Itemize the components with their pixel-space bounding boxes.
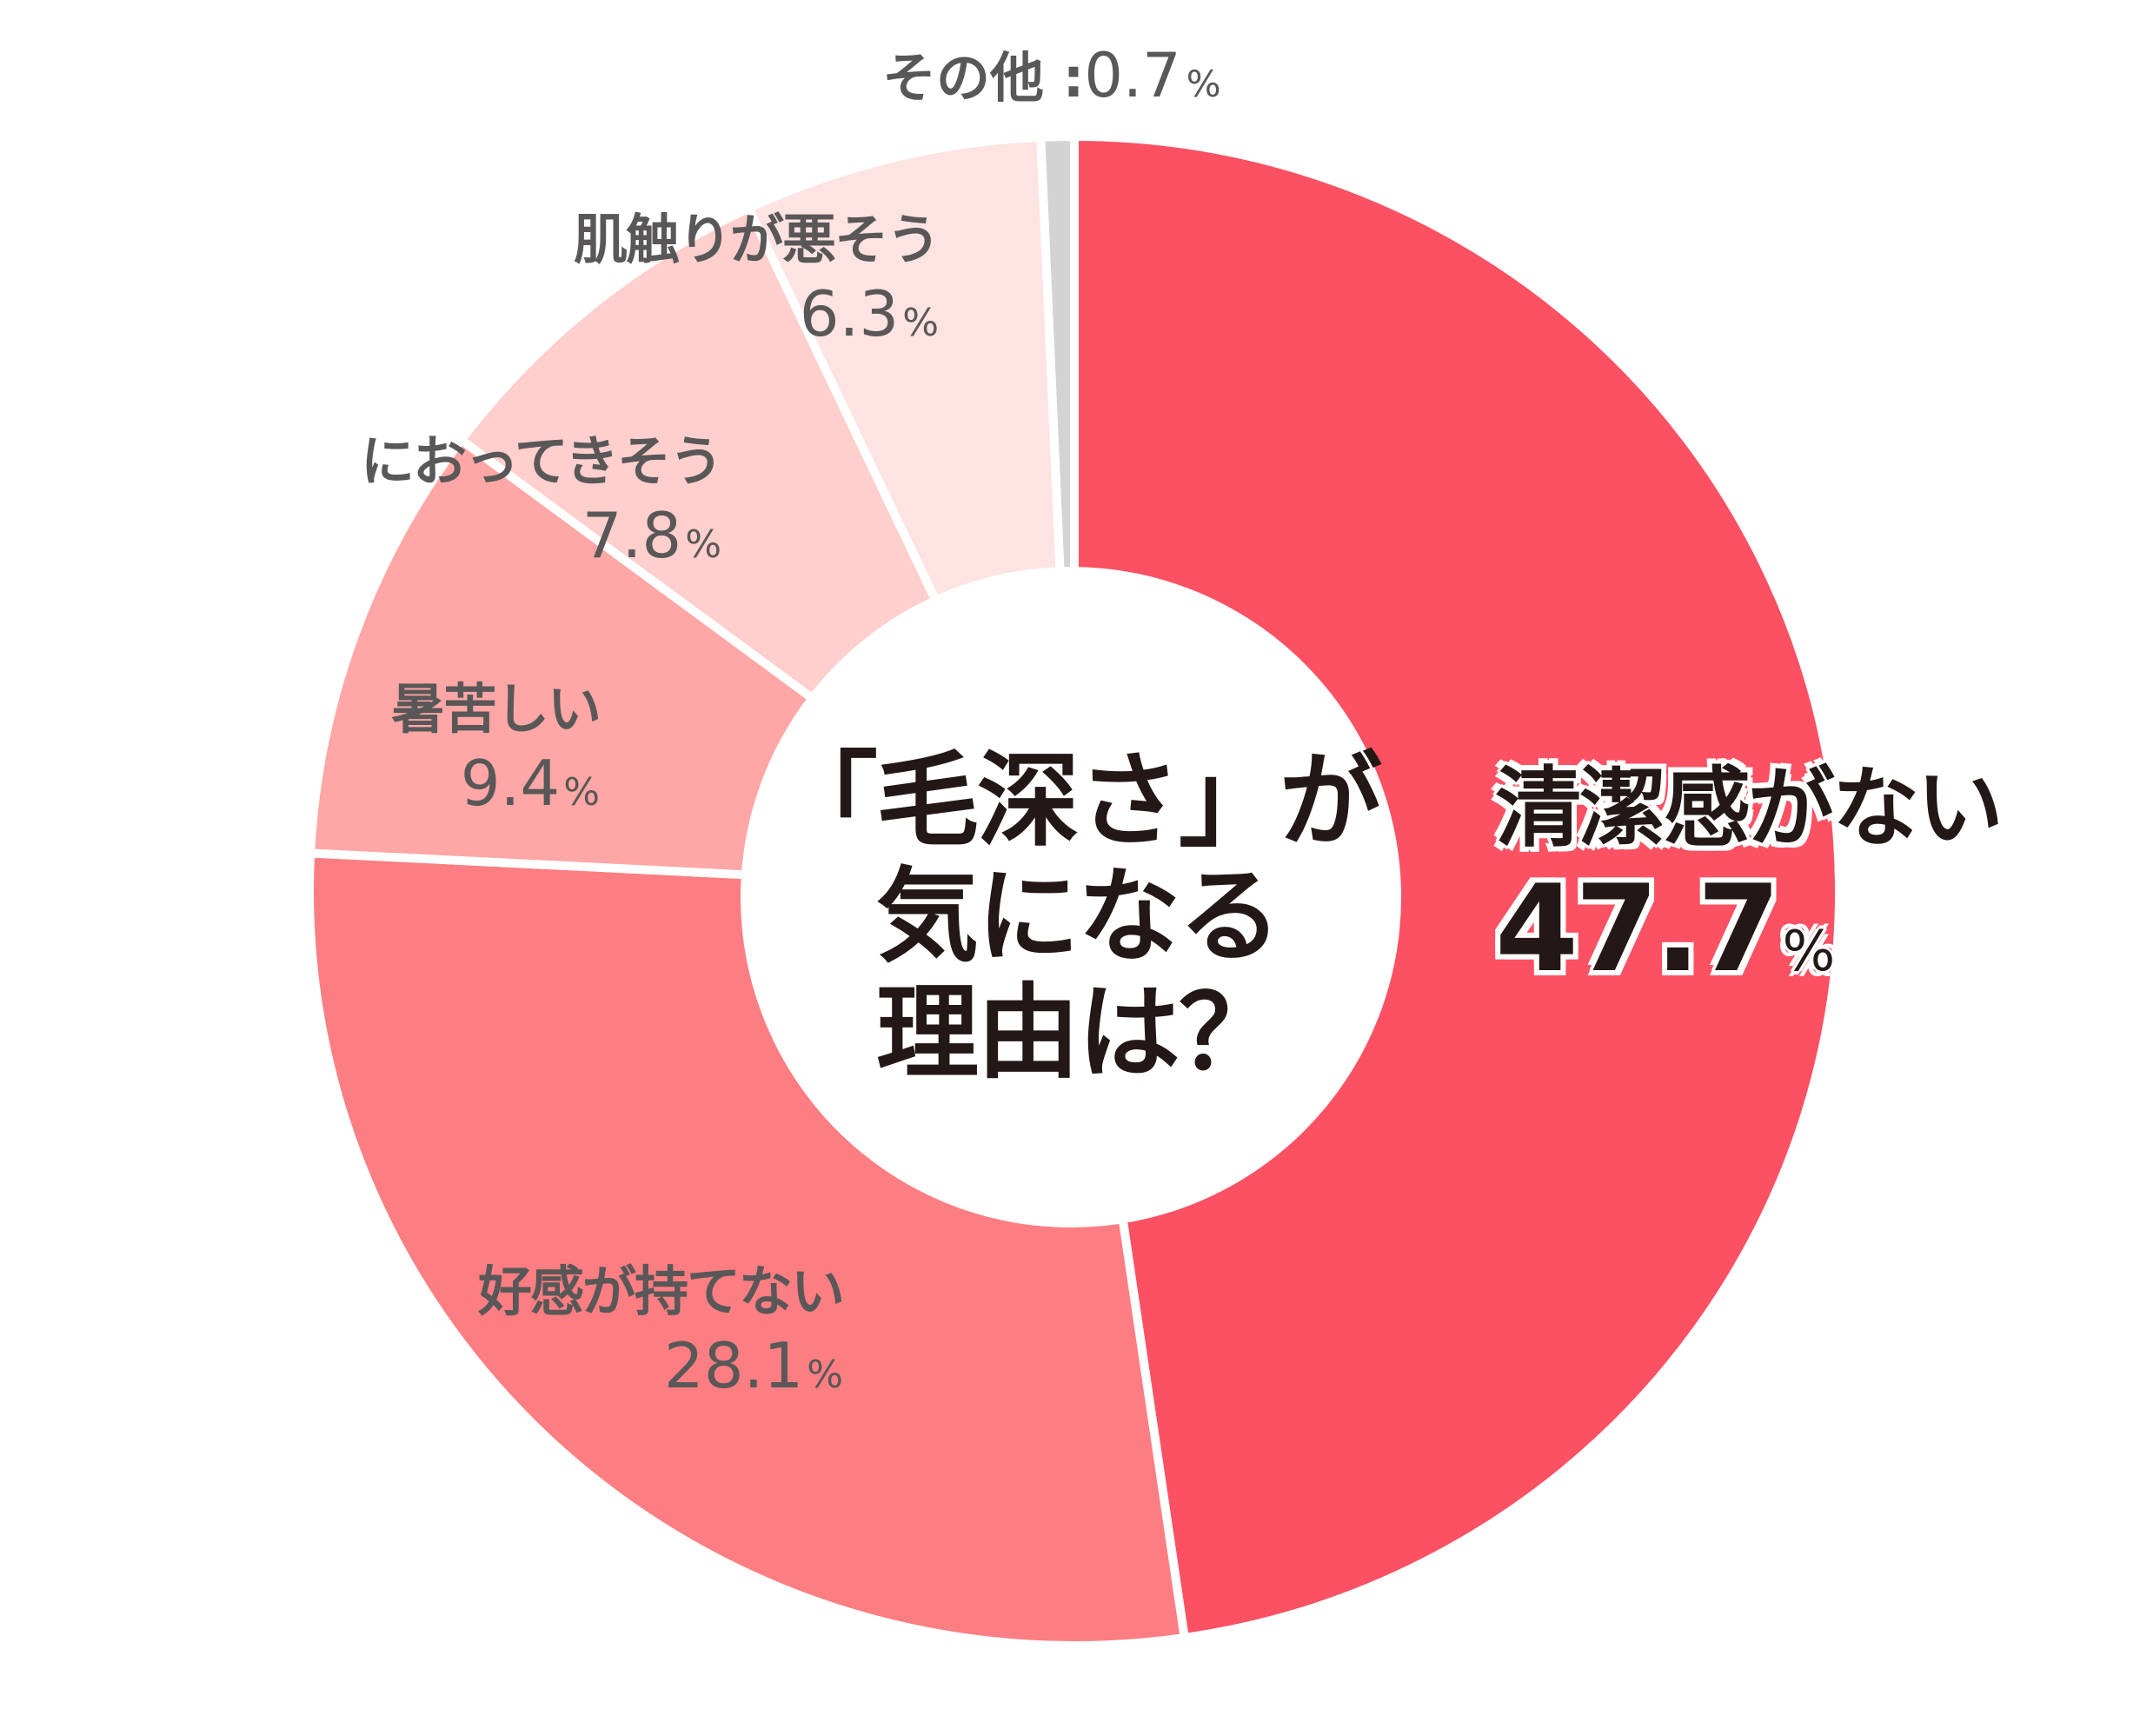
- donut-hole: [741, 567, 1401, 1227]
- pie-slice-cleanliness: [1070, 131, 1844, 1643]
- slice-value: 47.7%: [1495, 869, 2001, 989]
- value-number: 0.7: [1084, 40, 1181, 111]
- slice-name: その他 :: [882, 46, 1085, 110]
- slice-value: 9.4%: [391, 752, 600, 815]
- value-number: 6.3: [799, 277, 900, 350]
- slice-name: 肌触りが悪そう: [574, 208, 940, 271]
- slice-name: におってきそう: [361, 429, 723, 493]
- percent-sign: %: [563, 770, 601, 815]
- title-line-2: 気になる: [875, 856, 1281, 977]
- title-line-1: 「毛深さ」が: [774, 741, 1382, 861]
- percent-sign: %: [685, 522, 722, 567]
- slice-value: 6.3%: [574, 283, 939, 345]
- slice-value: 7.8%: [361, 504, 721, 567]
- value-number: 28.1: [663, 1329, 804, 1402]
- slice-value: 28.1%: [478, 1334, 843, 1397]
- slice-label-smell: におってきそう 7.8%: [361, 429, 723, 568]
- percent-sign: %: [902, 301, 940, 345]
- slice-name: 清潔感がない: [1495, 757, 2004, 859]
- slice-label-other: その他 :0.7%: [882, 45, 1221, 106]
- slice-name: 暑苦しい: [391, 677, 601, 741]
- value-number: 9.4: [460, 747, 561, 820]
- percent-sign: %: [807, 1353, 844, 1397]
- slice-label-unlikable: 好感が持てない 28.1%: [478, 1260, 845, 1398]
- percent-sign: %: [1782, 920, 1836, 984]
- slice-name: 好感が持てない: [478, 1260, 845, 1323]
- value-number: 47.7: [1495, 859, 1780, 999]
- slice-label-cleanliness: 清潔感がない 47.7%: [1495, 757, 2004, 989]
- slice-label-texture: 肌触りが悪そう 6.3%: [574, 208, 940, 346]
- chart-title: 「毛深さ」が 気になる 理由は？: [765, 741, 1391, 1093]
- percent-sign: %: [1186, 63, 1221, 105]
- value-number: 7.8: [582, 499, 682, 572]
- title-line-3: 理由は？: [875, 972, 1281, 1093]
- slice-label-hot-stuffy: 暑苦しい 9.4%: [391, 677, 601, 815]
